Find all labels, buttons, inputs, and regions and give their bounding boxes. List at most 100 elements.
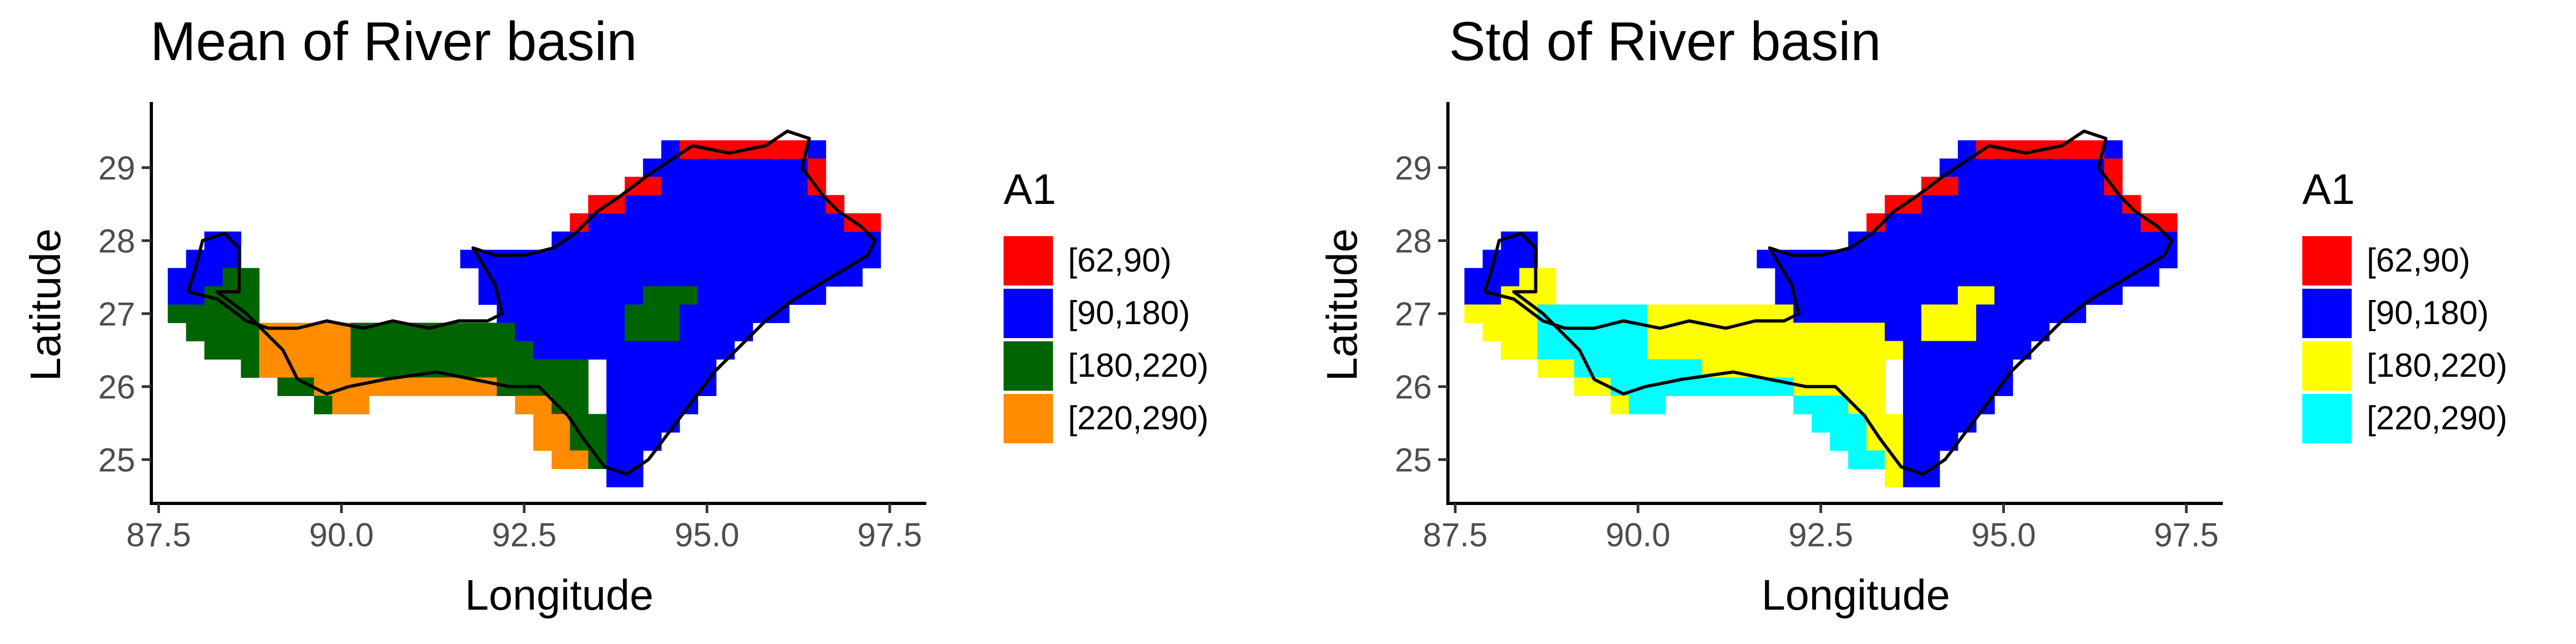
mean-panel: Mean of River basin Latitude Longitude A…	[21, 11, 1209, 619]
raster-cell	[1793, 304, 1922, 323]
raster-cell	[533, 432, 570, 451]
raster-cell	[460, 250, 881, 268]
raster-cell	[1629, 396, 1666, 414]
raster-cell	[1775, 286, 1958, 305]
legend-label: [180,220)	[2367, 347, 2507, 384]
y-tick-label: 29	[98, 150, 135, 187]
raster-cell	[1976, 323, 2050, 341]
raster-cell	[1848, 450, 1885, 469]
raster-cell	[1976, 304, 2087, 323]
raster-cell	[606, 341, 735, 360]
raster-cell	[1848, 231, 2178, 250]
raster-cell	[661, 177, 808, 195]
y-tick-label: 28	[98, 223, 135, 260]
raster-cell	[1903, 469, 1940, 487]
x-tick-label: 95.0	[675, 517, 740, 554]
y-axis-label: Latitude	[21, 229, 69, 382]
legend-swatch	[2302, 341, 2352, 391]
raster-cell	[643, 286, 698, 305]
legend-label: [90,180)	[2367, 295, 2489, 332]
legend: [62,90) [90,180) [180,220) [220,290)	[1004, 236, 1209, 443]
raster-cell	[807, 158, 826, 177]
raster-cell	[2104, 140, 2123, 159]
raster-cell	[478, 286, 643, 305]
raster-cell	[222, 268, 260, 287]
raster-cell	[1482, 250, 1538, 268]
raster-cell	[606, 359, 716, 378]
raster-cell	[606, 469, 643, 487]
legend-title: A1	[1004, 165, 1056, 213]
raster-cell	[1921, 323, 1977, 341]
raster-cell	[606, 432, 662, 451]
raster-cell	[679, 304, 790, 323]
raster-cell	[259, 341, 351, 360]
y-tick-label: 25	[1395, 442, 1432, 479]
legend-swatch	[2302, 236, 2352, 286]
x-tick-label: 97.5	[2154, 517, 2219, 554]
raster-cell	[1958, 177, 2105, 195]
raster-cell	[1829, 341, 1904, 360]
raster-cell	[350, 359, 516, 378]
map-plot-area: 87.5 90.0 92.5 95.0 97.5 25 26 27 28 29	[98, 102, 926, 554]
y-tick-label: 28	[1395, 223, 1432, 260]
raster-cell	[1811, 414, 1867, 433]
raster-cell	[186, 250, 241, 268]
legend-label: [180,220)	[1068, 347, 1209, 384]
legend-swatch	[2302, 394, 2352, 443]
raster-cell	[625, 323, 680, 341]
legend-label: [220,290)	[2367, 400, 2507, 437]
raster-cell	[350, 341, 552, 360]
raster-cell	[569, 432, 607, 451]
y-tick-label: 27	[98, 296, 135, 333]
raster-cell	[569, 414, 607, 433]
x-tick-label: 87.5	[1423, 517, 1488, 554]
raster-cell	[332, 396, 369, 414]
chart-title: Std of River basin	[1449, 11, 1881, 72]
raster-cell	[2104, 158, 2123, 177]
legend-label: [62,90)	[2367, 242, 2470, 279]
y-axis-label: Latitude	[1318, 229, 1366, 382]
raster-cell	[515, 359, 589, 378]
std-panel: Std of River basin Latitude Longitude A1…	[1318, 11, 2507, 619]
x-axis-label: Longitude	[1761, 571, 1950, 619]
raster-cell	[1940, 177, 1958, 195]
raster-cell	[551, 231, 881, 250]
raster-cell	[1866, 432, 1904, 451]
x-tick-label: 97.5	[858, 517, 923, 554]
legend-swatch	[1004, 341, 1053, 391]
raster-cell	[515, 396, 552, 414]
x-tick-label: 92.5	[492, 517, 557, 554]
raster-cell	[625, 304, 680, 323]
raster-cell	[771, 140, 790, 159]
raster-cell	[515, 323, 589, 341]
legend-swatch	[1004, 236, 1053, 286]
chart-title: Mean of River basin	[150, 11, 637, 72]
map-plot-area: 87.5 90.0 92.5 95.0 97.5 25 26 27 28 29	[1395, 102, 2223, 554]
raster-cell	[1884, 213, 2141, 232]
raster-cell	[259, 359, 351, 378]
legend: [62,90) [90,180) [180,220) [220,290)	[2302, 236, 2507, 443]
raster-cell	[533, 414, 570, 433]
raster-cell	[1958, 286, 1995, 305]
raster-cell	[1811, 323, 1885, 341]
raster-cell	[1866, 414, 1904, 433]
legend-label: [62,90)	[1068, 242, 1172, 279]
raster-cell	[1921, 195, 2123, 214]
y-tick-label: 29	[1395, 150, 1432, 187]
raster-cell	[1829, 432, 1867, 451]
raster-cell	[588, 323, 625, 341]
legend-label: [220,290)	[1068, 400, 1209, 437]
legend-swatch	[2302, 289, 2352, 338]
raster-cell	[478, 268, 863, 287]
raster-cell	[1903, 432, 1958, 451]
raster-cell	[807, 140, 826, 159]
legend-label: [90,180)	[1068, 295, 1190, 332]
raster-cell	[2122, 195, 2141, 214]
raster-cell	[551, 450, 589, 469]
raster-cell	[625, 195, 826, 214]
raster-cell	[1884, 469, 1904, 487]
raster-cell	[1903, 414, 1977, 433]
y-tick-label: 25	[98, 442, 135, 479]
legend-title: A1	[2302, 165, 2355, 213]
